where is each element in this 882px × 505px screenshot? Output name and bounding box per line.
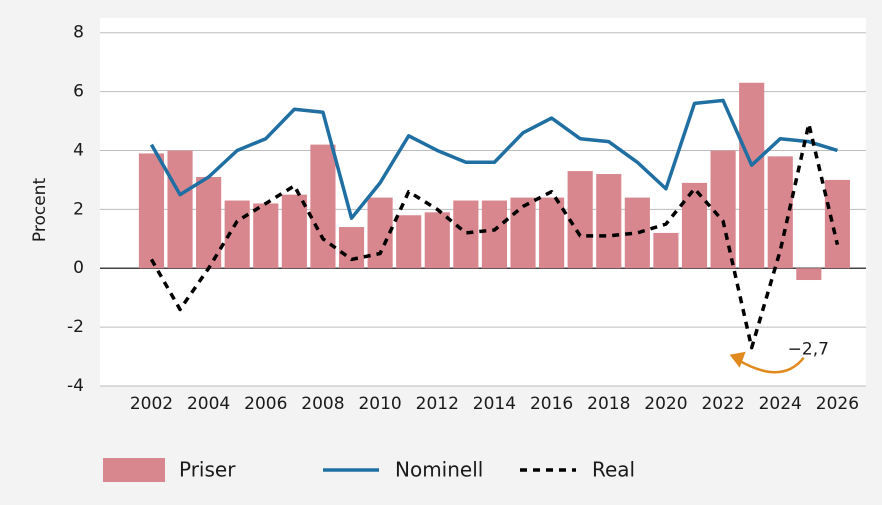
bar	[310, 144, 336, 269]
x-tick-label: 2012	[416, 394, 459, 414]
bar	[481, 200, 508, 269]
bar	[653, 232, 679, 269]
bar	[424, 212, 450, 269]
bar	[338, 227, 365, 269]
bar	[510, 197, 536, 269]
y-axis-label: Procent	[30, 178, 50, 243]
bar	[167, 150, 193, 269]
legend-swatch	[103, 458, 165, 482]
bar	[710, 150, 736, 269]
bar	[367, 197, 393, 269]
x-tick-label: 2010	[358, 394, 401, 414]
y-tick-label: 2	[73, 199, 84, 219]
bar	[767, 156, 793, 269]
line-real	[149, 122, 840, 350]
y-tick-label: 6	[73, 82, 84, 102]
x-tick-label: 2024	[759, 394, 802, 414]
bar	[253, 203, 279, 269]
bar	[567, 171, 593, 269]
y-tick-label: 8	[73, 23, 84, 43]
bar	[596, 174, 622, 269]
x-tick-label: 2008	[301, 394, 344, 414]
x-tick-label: 2006	[244, 394, 287, 414]
legend-label: Real	[592, 458, 635, 482]
x-tick-label: 2026	[816, 394, 859, 414]
x-tick-label: 2014	[473, 394, 516, 414]
bar	[396, 215, 422, 269]
y-tick-label: 4	[73, 140, 84, 160]
legend-label: Nominell	[395, 458, 483, 482]
x-tick-label: 2020	[644, 394, 687, 414]
y-tick-label: -2	[67, 317, 84, 337]
bar	[681, 182, 708, 269]
annotation-arrow	[737, 356, 805, 374]
y-tick-label: -4	[67, 376, 84, 396]
line-nominell	[149, 98, 838, 220]
x-tick-label: 2004	[187, 394, 230, 414]
bar	[453, 200, 479, 269]
legend-label: Priser	[179, 458, 236, 482]
y-tick-label: 0	[73, 258, 84, 278]
bar	[796, 268, 822, 281]
x-tick-label: 2022	[701, 394, 744, 414]
bar	[281, 194, 307, 269]
legend: Priser Nominell Real	[103, 458, 635, 482]
annotation-arrowhead	[729, 351, 746, 368]
bar	[539, 197, 565, 269]
x-tick-label: 2018	[587, 394, 630, 414]
bar	[138, 153, 165, 269]
bar	[739, 82, 765, 269]
annotation: −2,7	[788, 340, 829, 360]
bar	[196, 176, 222, 269]
x-tick-label: 2002	[130, 394, 173, 414]
bar	[824, 179, 850, 269]
x-tick-label: 2016	[530, 394, 573, 414]
